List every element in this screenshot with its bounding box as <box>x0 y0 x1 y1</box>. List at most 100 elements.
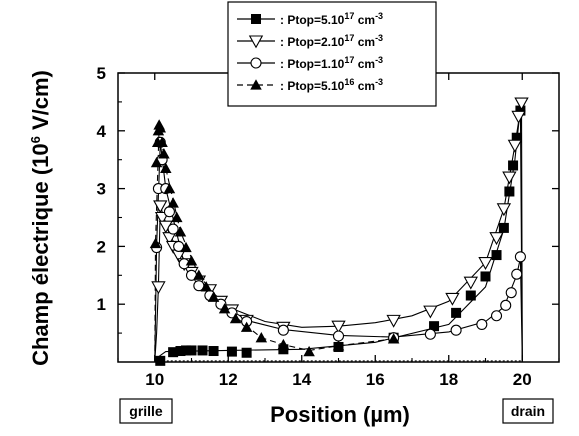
legend-marker <box>250 57 262 69</box>
series-1-point <box>208 346 219 357</box>
series-2-point <box>331 320 346 334</box>
series-4-point <box>387 333 400 344</box>
grille-box <box>119 398 173 424</box>
series-2-point <box>478 257 493 270</box>
y-tick-label: 1 <box>97 295 106 314</box>
series-4-point <box>167 197 179 208</box>
series-4-point <box>158 148 170 159</box>
series-1-point <box>180 345 191 356</box>
series-2-point <box>514 97 529 111</box>
legend: : Ptop=5.1017 cm-3 : Ptop=2.1017 cm-3 : Pt… <box>227 1 437 107</box>
series-3-point <box>511 268 523 280</box>
series-1-point <box>498 222 509 233</box>
x-axis-title: Position (µm) <box>270 402 410 427</box>
series-1-point <box>278 344 289 355</box>
drain-label: drain <box>511 403 545 419</box>
series-2-point <box>511 110 526 124</box>
y-tick-label: 3 <box>97 180 106 199</box>
legend-marker <box>251 14 261 24</box>
series-2-point <box>151 281 166 295</box>
series-4-point <box>156 136 168 147</box>
series-4-point <box>154 122 167 133</box>
series-4-point <box>303 345 315 357</box>
legend-entry-3: : Ptop=1.1017 cm-3 <box>237 55 383 71</box>
series-3-point <box>163 206 175 218</box>
series-3-point <box>450 324 462 336</box>
series-1-point <box>511 132 522 143</box>
series-3-point <box>277 324 289 336</box>
series-1-point <box>515 105 526 116</box>
series-2-point <box>496 203 512 217</box>
legend-label: : Ptop=1.1017 cm-3 <box>280 55 383 71</box>
series-1-point <box>175 346 186 357</box>
series-1-point <box>241 347 252 358</box>
series-3-point <box>505 287 517 299</box>
series-1-point <box>451 307 462 318</box>
series-4-point <box>255 331 268 343</box>
series-1-point <box>186 345 197 356</box>
series-4-point <box>277 338 290 350</box>
series-1-point <box>508 160 519 171</box>
series-4-point <box>332 340 345 351</box>
legend-marker <box>248 35 264 49</box>
y-axis-title-sup: 6 <box>28 136 43 143</box>
series-4-point <box>171 211 183 223</box>
series-1-point <box>465 290 476 301</box>
series-3-point <box>490 310 503 322</box>
legend-label: : Ptop=5.1016 cm-3 <box>280 77 383 93</box>
x-tick-label: 20 <box>513 370 532 389</box>
series-4-point <box>160 162 172 173</box>
series-4-point <box>149 237 162 249</box>
y-axis-title-tail: V/cm) <box>28 70 53 136</box>
plot-markers <box>149 97 529 366</box>
series-4-point <box>150 156 163 168</box>
y-tick-label: 4 <box>97 122 107 141</box>
series-4-point <box>240 321 253 332</box>
series-3-point <box>424 328 436 340</box>
series-2-point <box>445 292 460 306</box>
y-tick-label: 5 <box>97 64 106 83</box>
series-4-point <box>174 226 187 237</box>
series-2-point <box>507 139 523 153</box>
series-1-point <box>168 347 179 358</box>
series-2-point <box>386 314 401 328</box>
series-1-point <box>504 186 515 197</box>
y-axis-title: Champ électrique (106 V/cm) <box>28 70 53 366</box>
series-3-point <box>476 318 488 330</box>
series-4-point <box>207 291 220 302</box>
series-4-point <box>193 269 205 280</box>
x-tick-label: 14 <box>292 370 311 389</box>
series-2-point <box>153 200 168 214</box>
legend-entries: : Ptop=5.1017 cm-3 : Ptop=2.1017 cm-3 : Pt… <box>237 11 383 93</box>
y-tick-label: 2 <box>97 237 106 256</box>
series-1-point <box>197 345 208 356</box>
legend-entry-2: : Ptop=2.1017 cm-3 <box>237 33 383 49</box>
series-1-point <box>491 250 502 261</box>
grille-label: grille <box>129 403 163 419</box>
series-4-point <box>229 312 242 324</box>
series-4-point <box>163 182 176 194</box>
x-tick-label: 12 <box>219 370 238 389</box>
series-3-point <box>500 299 512 311</box>
series-4-point <box>185 255 198 266</box>
series-3-point <box>167 223 179 235</box>
x-tick-label: 16 <box>366 370 385 389</box>
series-line-4 <box>154 124 394 361</box>
legend-label: : Ptop=5.1017 cm-3 <box>280 11 383 27</box>
series-1-point <box>480 271 491 282</box>
drain-annotation: drain <box>502 398 554 424</box>
grille-annotation: grille <box>119 398 173 424</box>
legend-entry-1: : Ptop=5.1017 cm-3 <box>237 11 383 27</box>
series-1-point <box>429 321 440 332</box>
series-1-point <box>155 355 166 366</box>
series-4-point <box>218 303 231 314</box>
legend-entry-4: : Ptop=5.1016 cm-3 <box>237 77 383 93</box>
x-tick-label: 18 <box>439 370 458 389</box>
series-2-point <box>502 171 517 185</box>
series-2-point <box>463 276 478 290</box>
series-1-point <box>226 346 237 357</box>
x-tick-label: 10 <box>145 370 164 389</box>
legend-marker <box>250 79 262 90</box>
